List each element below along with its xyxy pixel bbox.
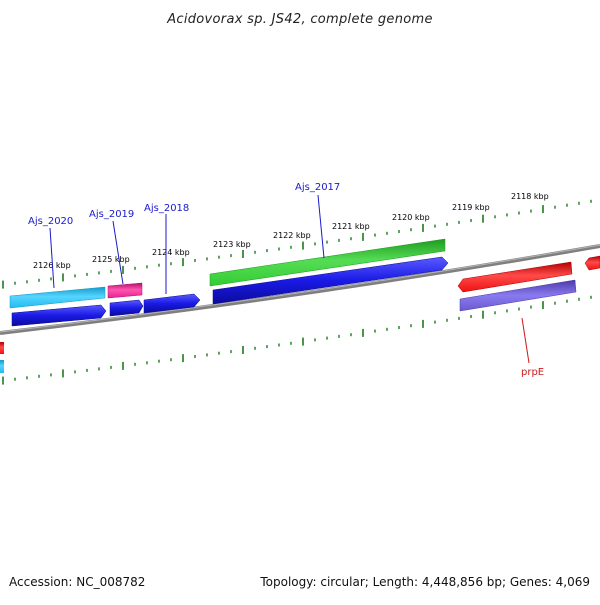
gene-feature-cyan[interactable] — [9, 286, 106, 309]
gene-fragment-red-edge[interactable] — [0, 342, 4, 354]
genome-backbone — [0, 244, 600, 335]
gene-fragment-cyan-edge[interactable] — [0, 360, 4, 373]
gene-label-ajs-2018[interactable]: Ajs_2018 — [144, 203, 189, 214]
tick-label-2121: 2121 kbp — [332, 222, 370, 231]
tick-label-2126: 2126 kbp — [33, 261, 71, 270]
leader-line-ajs-2019 — [112, 220, 124, 285]
gene-feature-red-left-arrow[interactable] — [457, 261, 573, 293]
genome-summary-text: Topology: circular; Length: 4,448,856 bp… — [259, 575, 590, 589]
map-title: Acidovorax sp. JS42, complete genome — [166, 12, 433, 27]
tick-label-2122: 2122 kbp — [273, 231, 311, 240]
tick-label-2118: 2118 kbp — [511, 192, 549, 201]
gene-label-prpe[interactable]: prpE — [521, 367, 544, 378]
cds-feature-blue-3[interactable] — [143, 293, 201, 314]
tick-label-2125: 2125 kbp — [92, 255, 130, 264]
gene-feature-green[interactable] — [209, 238, 446, 287]
cds-feature-blue-1[interactable] — [11, 304, 107, 327]
cds-feature-blue-2[interactable] — [109, 299, 144, 317]
cds-feature-purple[interactable] — [459, 279, 577, 312]
gene-label-ajs-2017[interactable]: Ajs_2017 — [295, 182, 340, 193]
inner-tick-ruler — [2, 295, 592, 385]
accession-text: Accession: NC_008782 — [9, 575, 145, 589]
outer-tick-ruler — [2, 199, 592, 289]
tick-label-2119: 2119 kbp — [452, 203, 490, 212]
tick-label-2123: 2123 kbp — [213, 240, 251, 249]
gene-feature-pink[interactable] — [107, 282, 143, 299]
tick-label-2120: 2120 kbp — [392, 213, 430, 222]
leader-line-prpe — [521, 317, 530, 364]
tick-label-2124: 2124 kbp — [152, 248, 190, 257]
cds-feature-blue-4[interactable] — [212, 256, 449, 305]
leader-line-ajs-2020 — [49, 227, 55, 289]
gene-label-ajs-2020[interactable]: Ajs_2020 — [28, 216, 73, 227]
gene-label-ajs-2019[interactable]: Ajs_2019 — [89, 209, 134, 220]
genome-backbone-highlight — [0, 244, 600, 333]
leader-line-ajs-2017 — [317, 194, 325, 259]
gene-feature-red-right-arrow[interactable] — [584, 255, 600, 271]
